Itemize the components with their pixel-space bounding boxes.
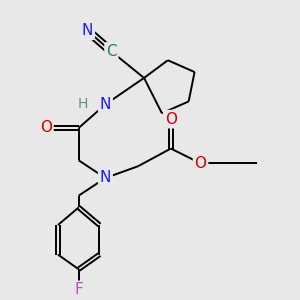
Text: O: O: [194, 156, 206, 171]
Text: O: O: [40, 121, 52, 136]
Text: N: N: [100, 97, 111, 112]
Text: O: O: [165, 112, 177, 127]
Text: C: C: [106, 44, 117, 59]
Text: F: F: [74, 282, 83, 297]
Text: N: N: [82, 23, 93, 38]
Text: N: N: [100, 170, 111, 185]
Text: H: H: [78, 98, 88, 111]
